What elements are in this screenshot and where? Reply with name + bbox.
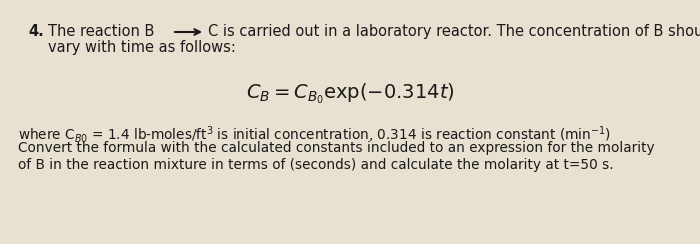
Text: vary with time as follows:: vary with time as follows: — [48, 40, 236, 55]
Text: The reaction B: The reaction B — [48, 24, 155, 39]
Text: 4.: 4. — [28, 24, 43, 39]
Text: $C_B = C_{B_0}\mathrm{exp}(-0.314t)$: $C_B = C_{B_0}\mathrm{exp}(-0.314t)$ — [246, 81, 454, 106]
Text: where C$_{B0}$ = 1.4 lb-moles/ft$^3$ is initial concentration, 0.314 is reaction: where C$_{B0}$ = 1.4 lb-moles/ft$^3$ is … — [18, 124, 611, 145]
Text: of B in the reaction mixture in terms of (seconds) and calculate the molarity at: of B in the reaction mixture in terms of… — [18, 158, 614, 172]
Text: Convert the formula with the calculated constants included to an expression for : Convert the formula with the calculated … — [18, 141, 655, 155]
Text: C is carried out in a laboratory reactor. The concentration of B should: C is carried out in a laboratory reactor… — [208, 24, 700, 39]
